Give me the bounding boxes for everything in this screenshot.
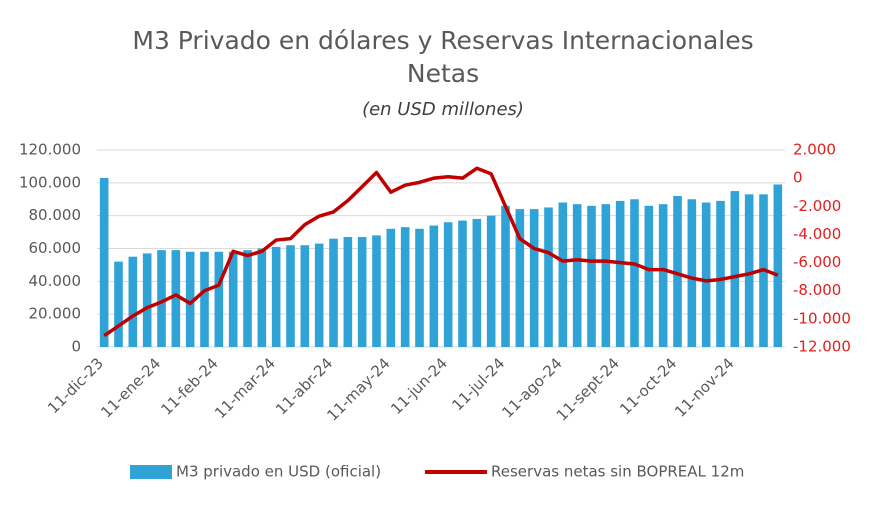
chart-title: M3 Privado en dólares y Reservas Interna… [132,26,753,55]
y-tick-label: 80.000 [29,206,82,224]
y-tick-label: 120.000 [19,141,81,159]
y2-tick-label: -6.000 [793,253,841,271]
bar [529,209,539,347]
bar [243,250,252,347]
bar [773,184,783,347]
bar [228,251,238,347]
bar [372,235,381,347]
bar [744,194,754,347]
bar [630,199,639,347]
legend-label: Reservas netas sin BOPREAL 12m [491,463,744,481]
chart-subtitle: (en USD millones) [362,99,524,120]
bar [128,256,138,347]
bar [558,202,568,347]
bar [687,199,697,347]
y-tick-label: 100.000 [19,173,81,191]
y2-tick-label: -12.000 [793,338,851,356]
y2-tick-label: -8.000 [793,281,841,299]
bar [171,250,181,347]
bar [601,204,611,347]
y-tick-label: 20.000 [29,305,82,323]
y2-tick-label: -2.000 [793,197,841,215]
x-tick-label: 11-jul-24 [448,354,508,414]
bar [99,177,109,347]
bar [572,204,582,347]
bar [658,204,668,347]
bar [587,205,596,347]
line [103,166,779,338]
x-tick-label: 11-mar-24 [211,354,279,422]
bar [458,220,467,347]
bar [271,246,281,347]
bar [730,191,740,347]
y2-tick-label: 0 [793,169,803,187]
bar [214,251,224,347]
bar [114,261,123,347]
y-tick-label: 0 [71,338,81,356]
bar [716,200,725,347]
bar [343,237,353,347]
y2-tick-label: 2.000 [793,141,836,159]
bar [544,207,553,347]
bar [185,251,195,347]
bar [157,250,166,347]
bar [701,202,711,347]
bar [415,228,424,347]
bar [443,222,453,347]
y-tick-label: 40.000 [29,272,82,290]
bar [142,253,152,347]
x-tick-label: 11-ene-24 [97,354,164,421]
bar [300,245,310,347]
bar [673,195,682,347]
y-tick-label: 60.000 [29,239,82,257]
bar [357,237,367,347]
bar [386,228,396,347]
bar [429,225,439,347]
y2-tick-label: -10.000 [793,309,851,327]
bar [472,218,482,347]
bar [314,243,324,347]
y2-tick-label: -4.000 [793,225,841,243]
bar [286,245,295,347]
bar [515,209,525,347]
bar [644,205,654,347]
bar [200,251,209,347]
bar [400,227,410,347]
bar [329,238,338,347]
bar [501,205,510,347]
x-tick-label: 11-nov-24 [671,354,738,421]
bar [486,215,496,347]
legend-label: M3 privado en USD (oficial) [176,463,381,481]
legend-swatch [130,465,172,479]
x-tick-label: 11-jun-24 [387,354,451,418]
bar [615,200,625,347]
chart-title: Netas [407,59,479,88]
bar [257,248,267,347]
